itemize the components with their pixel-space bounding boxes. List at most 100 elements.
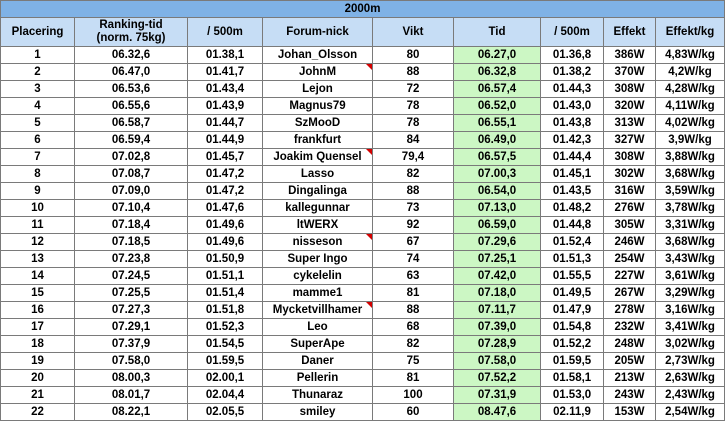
- table-cell: 06.52,0: [453, 97, 541, 115]
- column-header: / 500m: [540, 17, 604, 47]
- header-row: Placering Ranking-tid (norm. 75kg)/ 500m F…: [0, 17, 725, 47]
- table-row: 16 07.27,3 01.51,8 Mycketvillhamer 88 07.11,7…: [0, 301, 725, 319]
- table-cell: 02.00,1: [187, 369, 263, 387]
- table-cell: 16: [0, 301, 75, 319]
- table-cell: 01.59,5: [540, 352, 604, 370]
- table-row: 13 07.23,8 01.50,9 Super Ingo 74 07.25,1 01.51…: [0, 250, 725, 268]
- table-cell: 01.52,2: [540, 335, 604, 353]
- column-header: Tid: [453, 17, 541, 47]
- table-cell: 01.38,2: [540, 63, 604, 81]
- table-cell: 06.59,0: [453, 216, 541, 234]
- table-cell: 308W: [603, 148, 656, 166]
- table-row: 18 07.37,9 01.54,5 SuperApe 82 07.28,9 01.52,2…: [0, 335, 725, 353]
- table-cell: 06.57,5: [453, 148, 541, 166]
- table-cell: 07.25,1: [453, 250, 541, 268]
- table-cell: 78: [372, 114, 454, 132]
- table-row: 7 07.02,8 01.45,7 Joakim Quensel 79,4 06.57,5…: [0, 148, 725, 166]
- table-cell: 100: [372, 386, 454, 404]
- table-cell: 06.58,7: [74, 114, 188, 132]
- table-cell: 01.52,3: [187, 318, 263, 336]
- table-cell: 3,41W/kg: [654, 318, 725, 336]
- table-row: 1 06.32,6 01.38,1 Johan_Olsson 80 06.27,0 01.3…: [0, 46, 725, 64]
- table-cell: 06.27,0: [453, 46, 541, 64]
- table-cell: 3,02W/kg: [654, 335, 725, 353]
- table-cell: 3: [0, 80, 75, 98]
- table-cell: Pellerin: [262, 369, 373, 387]
- table-row: 2 06.47,0 01.41,7 JohnM 88 06.32,8 01.38,2 370W…: [0, 63, 725, 81]
- table-cell: smiley: [262, 403, 373, 421]
- table-cell: 92: [372, 216, 454, 234]
- table-cell: 205W: [603, 352, 656, 370]
- table-cell: 01.43,0: [540, 97, 604, 115]
- table-cell: 2: [0, 63, 75, 81]
- table-cell: 370W: [603, 63, 656, 81]
- table-cell: 88: [372, 301, 454, 319]
- table-cell: 12: [0, 233, 75, 251]
- table-cell: 01.49,6: [187, 216, 263, 234]
- table-row: 22 08.22,1 02.05,5 smiley 60 08.47,6 02.11,9 15…: [0, 403, 725, 421]
- table-cell: 88: [372, 63, 454, 81]
- table-cell: 01.44,8: [540, 216, 604, 234]
- table-cell: 01.54,5: [187, 335, 263, 353]
- table-cell: 07.29,1: [74, 318, 188, 336]
- table-cell: 01.36,8: [540, 46, 604, 64]
- column-header: Effekt: [603, 17, 656, 47]
- table-row: 12 07.18,5 01.49,6 nisseson 67 07.29,6 01.52,4…: [0, 233, 725, 251]
- table-cell: 7: [0, 148, 75, 166]
- table-cell: 07.13,0: [453, 199, 541, 217]
- table-cell: 5: [0, 114, 75, 132]
- table-cell: 232W: [603, 318, 656, 336]
- column-header: / 500m: [187, 17, 263, 47]
- table-cell: kallegunnar: [262, 199, 373, 217]
- table-cell: 14: [0, 267, 75, 285]
- table-cell: Super Ingo: [262, 250, 373, 268]
- table-cell: 01.49,5: [540, 284, 604, 302]
- table-cell: 305W: [603, 216, 656, 234]
- table-cell: Magnus79: [262, 97, 373, 115]
- table-cell: frankfurt: [262, 131, 373, 149]
- table-cell: 07.24,5: [74, 267, 188, 285]
- table-row: 14 07.24,5 01.51,1 cykelelin 63 07.42,0 01.55,…: [0, 267, 725, 285]
- table-cell: Leo: [262, 318, 373, 336]
- table-cell: 246W: [603, 233, 656, 251]
- table-cell: Lejon: [262, 80, 373, 98]
- table-cell: mamme1: [262, 284, 373, 302]
- table-cell: 06.54,0: [453, 182, 541, 200]
- table-cell: 254W: [603, 250, 656, 268]
- table-row: 9 07.09,0 01.47,2 Dingalinga 88 06.54,0 01.43,…: [0, 182, 725, 200]
- table-cell: 07.08,7: [74, 165, 188, 183]
- table-cell: 3,59W/kg: [654, 182, 725, 200]
- table-cell: Dingalinga: [262, 182, 373, 200]
- table-cell: JohnM: [262, 63, 373, 81]
- table-cell: 2,73W/kg: [654, 352, 725, 370]
- table-cell: 22: [0, 403, 75, 421]
- table-cell: 74: [372, 250, 454, 268]
- table-cell: 01.45,1: [540, 165, 604, 183]
- table-cell: 01.43,4: [187, 80, 263, 98]
- column-header: Placering: [0, 17, 75, 47]
- table-cell: 13: [0, 250, 75, 268]
- table-cell: 07.11,7: [453, 301, 541, 319]
- table-cell: 01.47,2: [187, 182, 263, 200]
- table-cell: 17: [0, 318, 75, 336]
- table-cell: 313W: [603, 114, 656, 132]
- table-cell: 01.52,4: [540, 233, 604, 251]
- table-cell: 4,11W/kg: [654, 97, 725, 115]
- table-cell: 01.44,9: [187, 131, 263, 149]
- table-cell: 248W: [603, 335, 656, 353]
- table-cell: nisseson: [262, 233, 373, 251]
- table-cell: 01.44,3: [540, 80, 604, 98]
- table-cell: 01.41,7: [187, 63, 263, 81]
- table-cell: 01.42,3: [540, 131, 604, 149]
- table-cell: 01.51,4: [187, 284, 263, 302]
- table-cell: SzMooD: [262, 114, 373, 132]
- table-cell: 6: [0, 131, 75, 149]
- table-cell: 3,16W/kg: [654, 301, 725, 319]
- table-cell: 276W: [603, 199, 656, 217]
- table-cell: 06.55,1: [453, 114, 541, 132]
- table-cell: 3,68W/kg: [654, 165, 725, 183]
- table-cell: 01.49,6: [187, 233, 263, 251]
- table-cell: 19: [0, 352, 75, 370]
- table-row: 5 06.58,7 01.44,7 SzMooD 78 06.55,1 01.43,8 313…: [0, 114, 725, 132]
